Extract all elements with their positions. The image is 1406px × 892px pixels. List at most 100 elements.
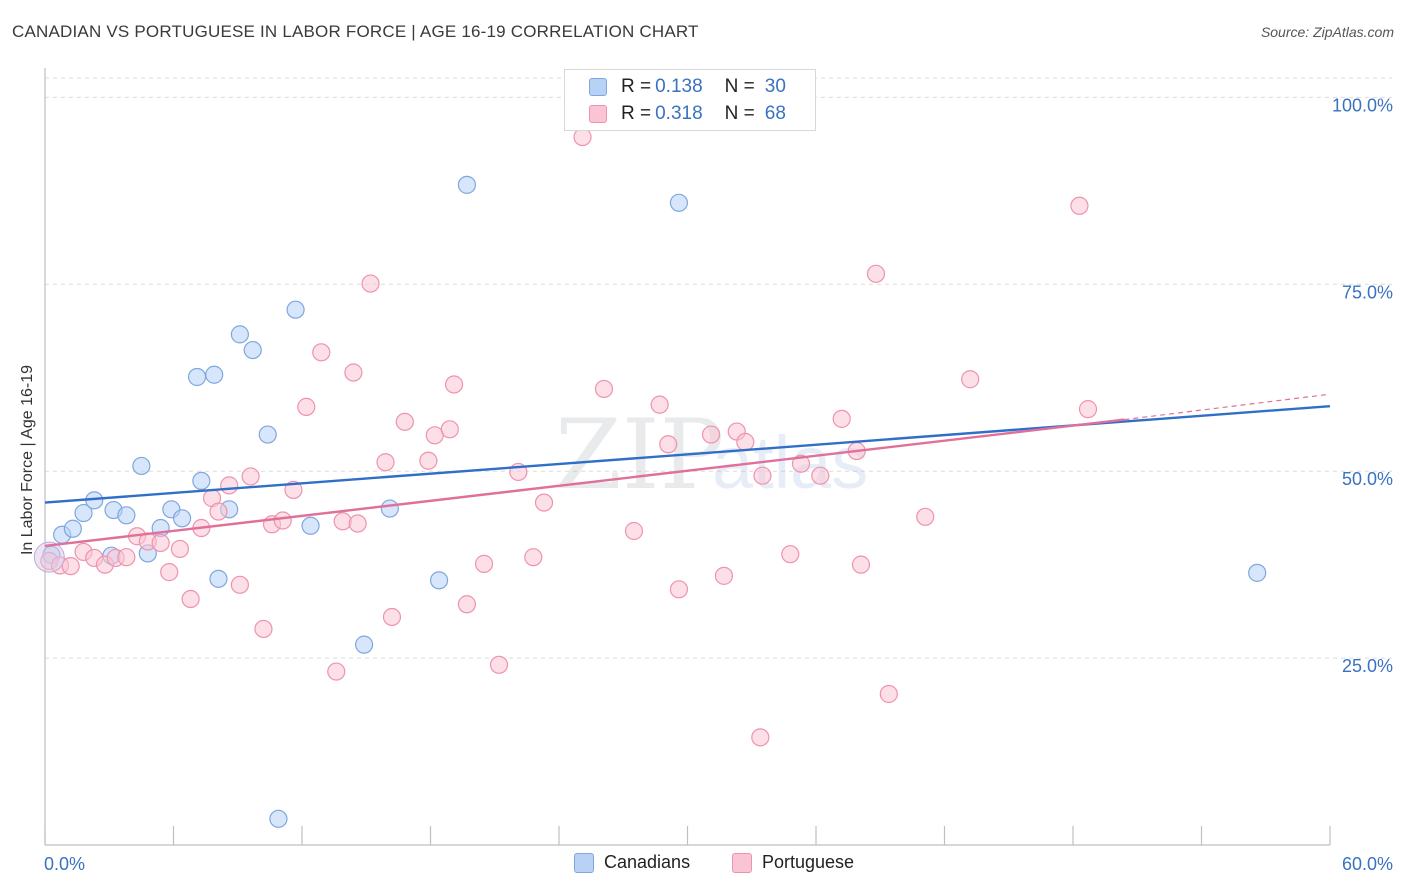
y-tick-label: 50.0% [1342, 469, 1393, 489]
legend-n-value: 30 [764, 76, 786, 97]
canadian-point [117, 506, 136, 525]
canadian-point [230, 325, 249, 344]
stats-legend: R = 0.138 N = 30 R = 0.318 N = 68 [564, 69, 816, 131]
portuguese-point [659, 435, 678, 454]
y-axis-label: In Labor Force | Age 16-19 [19, 364, 36, 556]
canadian-point [63, 519, 82, 538]
x-tick-label: 60.0% [1342, 854, 1393, 874]
portuguese-point [241, 467, 260, 486]
canadian-point [380, 499, 399, 518]
legend-swatch-canadians [589, 78, 607, 96]
portuguese-point [866, 264, 886, 283]
series-legend-canadians[interactable]: Canadians [574, 852, 690, 873]
portuguese-point [489, 655, 509, 674]
canadian-point [457, 175, 477, 194]
portuguese-point [440, 420, 459, 439]
chart-title: CANADIAN VS PORTUGUESE IN LABOR FORCE | … [12, 22, 699, 41]
legend-r-value: 0.318 [655, 103, 703, 124]
legend-n-label: N = [724, 103, 755, 124]
portuguese-point [151, 533, 170, 553]
portuguese-point [916, 507, 935, 526]
portuguese-point [395, 412, 414, 431]
canadian-point [286, 300, 305, 319]
portuguese-point [714, 566, 734, 585]
portuguese-point [348, 514, 367, 533]
canadian-point [187, 367, 207, 387]
portuguese-point [419, 451, 438, 470]
portuguese-point [650, 395, 669, 414]
series-legend-label: Portuguese [762, 852, 855, 872]
canadian-point [172, 509, 192, 528]
canadian-point [132, 456, 151, 476]
portuguese-point [1070, 196, 1089, 215]
portuguese-point [333, 512, 352, 531]
portuguese-point [851, 555, 871, 574]
portuguese-point [327, 662, 346, 681]
portuguese-point [230, 575, 249, 594]
legend-swatch-canadians [574, 852, 594, 873]
data-points [33, 127, 1267, 828]
portuguese-point [879, 684, 898, 704]
y-tick-label: 25.0% [1342, 656, 1393, 676]
portuguese-point [273, 511, 292, 530]
trend-lines [44, 393, 1331, 548]
portuguese-point [209, 502, 228, 521]
portuguese-point [524, 548, 543, 567]
canadian-point [301, 516, 320, 535]
y-tick-label: 100.0% [1332, 95, 1393, 115]
series-legend-label: Canadians [604, 852, 691, 872]
portuguese-point [832, 409, 851, 428]
canadian-point [258, 425, 277, 444]
portuguese-point [751, 728, 770, 747]
portuguese-point [254, 619, 273, 639]
source-label: Source: ZipAtlas.com [1260, 24, 1394, 40]
canadian-point [269, 809, 288, 828]
legend-r-value: 0.138 [655, 76, 703, 97]
legend-swatch-portuguese [589, 105, 607, 123]
canadian-point [209, 569, 228, 588]
canadian-point [192, 471, 211, 491]
portuguese-point [701, 425, 721, 444]
portuguese-point [117, 548, 136, 567]
legend-row-portuguese: R = 0.318 N = 68 [589, 102, 786, 126]
portuguese-point [160, 563, 179, 582]
portuguese-point [594, 379, 614, 399]
canadian-trend-line [44, 404, 1331, 504]
canadian-point [669, 193, 689, 212]
portuguese-point [624, 521, 644, 541]
portuguese-point [457, 595, 477, 614]
tick-labels: 100.0% 75.0% 50.0% 25.0% 0.0% 60.0% [44, 95, 1393, 874]
x-tick-label: 0.0% [44, 854, 85, 874]
portuguese-trend-extension [1124, 393, 1331, 421]
legend-n-value: 68 [764, 103, 786, 124]
portuguese-point [534, 493, 554, 512]
watermark: ZIP atlas [555, 399, 868, 511]
portuguese-point [961, 370, 980, 389]
watermark-zip: ZIP [555, 399, 724, 511]
legend-r-label: R = [621, 76, 652, 97]
portuguese-point [170, 539, 190, 559]
portuguese-point [344, 363, 363, 382]
canadian-point [205, 365, 224, 384]
portuguese-point [284, 480, 303, 499]
legend-r-label: R = [621, 103, 652, 124]
series-legend: Canadians Portuguese [0, 852, 1406, 876]
portuguese-point [669, 580, 689, 599]
portuguese-point [781, 545, 800, 564]
portuguese-point [297, 397, 316, 416]
portuguese-point [444, 375, 464, 394]
axes [44, 68, 1331, 846]
portuguese-point [181, 589, 200, 609]
portuguese-point [753, 466, 772, 485]
legend-row-canadians: R = 0.138 N = 30 [589, 75, 786, 99]
cluster-point [33, 541, 65, 573]
legend-swatch-portuguese [732, 852, 752, 873]
series-legend-portuguese[interactable]: Portuguese [732, 852, 854, 873]
portuguese-point [61, 557, 80, 576]
portuguese-point [376, 453, 395, 472]
portuguese-point [791, 454, 811, 473]
portuguese-point [811, 466, 830, 485]
portuguese-point [382, 607, 402, 627]
canadian-point [243, 340, 262, 360]
y-tick-label: 75.0% [1342, 282, 1393, 302]
